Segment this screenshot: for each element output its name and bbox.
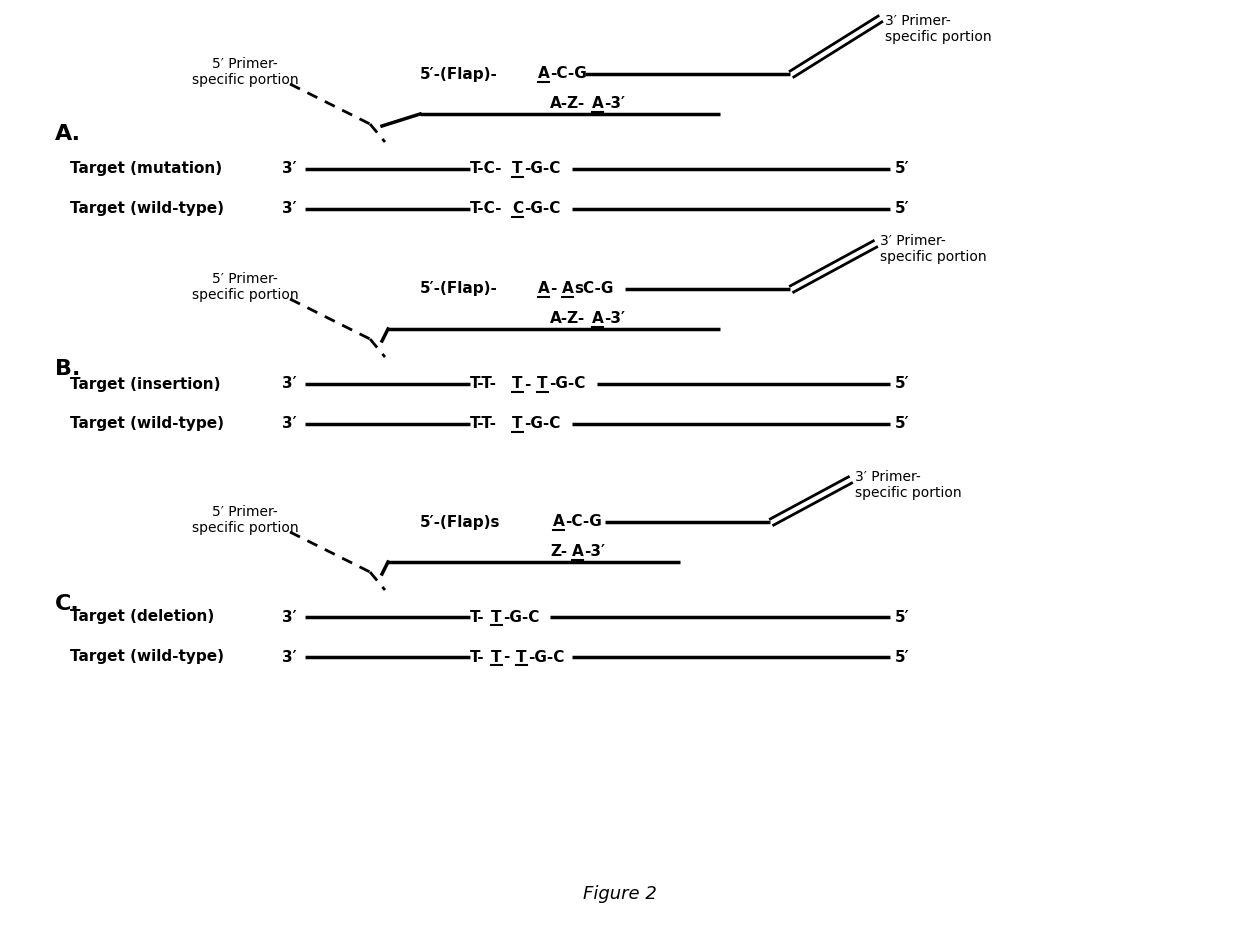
Text: A: A [562, 281, 574, 296]
Text: 3′: 3′ [281, 377, 296, 392]
Text: C: C [512, 201, 523, 216]
Text: 5′-(Flap)-: 5′-(Flap)- [420, 66, 498, 81]
Text: 3′: 3′ [281, 416, 296, 431]
Text: A-Z-: A-Z- [551, 312, 585, 327]
Text: Figure 2: Figure 2 [583, 885, 657, 903]
Text: -: - [525, 377, 531, 392]
Text: -G-C: -G-C [549, 377, 585, 392]
Text: 5′: 5′ [895, 416, 910, 431]
Text: 5′: 5′ [895, 161, 910, 177]
Text: 3′ Primer-
specific portion: 3′ Primer- specific portion [885, 14, 992, 44]
Text: 5′: 5′ [895, 610, 910, 625]
Text: T-: T- [470, 610, 485, 625]
Text: T-C-: T-C- [470, 161, 502, 177]
Text: A: A [553, 514, 564, 530]
Text: -3′: -3′ [584, 545, 605, 560]
Text: T: T [491, 649, 501, 665]
Text: A-Z-: A-Z- [551, 96, 585, 111]
Text: -: - [503, 649, 510, 665]
Text: T-C-: T-C- [470, 201, 502, 216]
Text: 5′ Primer-
specific portion: 5′ Primer- specific portion [192, 272, 299, 302]
Text: Target (wild-type): Target (wild-type) [69, 649, 224, 665]
Text: -C-G: -C-G [565, 514, 601, 530]
Text: A: A [591, 96, 604, 111]
Text: A: A [572, 545, 584, 560]
Text: 5′: 5′ [895, 649, 910, 665]
Text: -C-G: -C-G [551, 66, 587, 81]
Text: Target (deletion): Target (deletion) [69, 610, 215, 625]
Text: Target (insertion): Target (insertion) [69, 377, 221, 392]
Text: A: A [591, 312, 604, 327]
Text: 5′: 5′ [895, 377, 910, 392]
Text: T: T [491, 610, 501, 625]
Text: T: T [512, 416, 522, 431]
Text: -: - [551, 281, 557, 296]
Text: Target (mutation): Target (mutation) [69, 161, 222, 177]
Text: -3′: -3′ [604, 96, 625, 111]
Text: 3′: 3′ [281, 610, 296, 625]
Text: -G-C: -G-C [525, 161, 560, 177]
Text: A: A [538, 281, 549, 296]
Text: -G-C: -G-C [525, 201, 560, 216]
Text: Z-: Z- [551, 545, 567, 560]
Text: 3′ Primer-
specific portion: 3′ Primer- specific portion [856, 470, 962, 500]
Text: B.: B. [55, 359, 81, 379]
Text: Target (wild-type): Target (wild-type) [69, 201, 224, 216]
Text: 5′ Primer-
specific portion: 5′ Primer- specific portion [192, 57, 299, 87]
Text: -G-C: -G-C [503, 610, 539, 625]
Text: T: T [512, 377, 522, 392]
Text: 5′-(Flap)s: 5′-(Flap)s [420, 514, 501, 530]
Text: A: A [538, 66, 549, 81]
Text: 5′ Primer-
specific portion: 5′ Primer- specific portion [192, 505, 299, 535]
Text: sC-G: sC-G [574, 281, 614, 296]
Text: T: T [512, 161, 522, 177]
Text: 5′: 5′ [895, 201, 910, 216]
Text: -G-C: -G-C [525, 416, 560, 431]
Text: -3′: -3′ [604, 312, 625, 327]
Text: 5′-(Flap)-: 5′-(Flap)- [420, 281, 498, 296]
Text: A.: A. [55, 124, 81, 144]
Text: T-: T- [470, 649, 485, 665]
Text: 3′: 3′ [281, 649, 296, 665]
Text: -G-C: -G-C [528, 649, 564, 665]
Text: 3′: 3′ [281, 161, 296, 177]
Text: T: T [537, 377, 548, 392]
Text: T-T-: T-T- [470, 416, 497, 431]
Text: 3′ Primer-
specific portion: 3′ Primer- specific portion [880, 234, 987, 264]
Text: Target (wild-type): Target (wild-type) [69, 416, 224, 431]
Text: T: T [516, 649, 527, 665]
Text: C.: C. [55, 594, 79, 614]
Text: 3′: 3′ [281, 201, 296, 216]
Text: T-T-: T-T- [470, 377, 497, 392]
